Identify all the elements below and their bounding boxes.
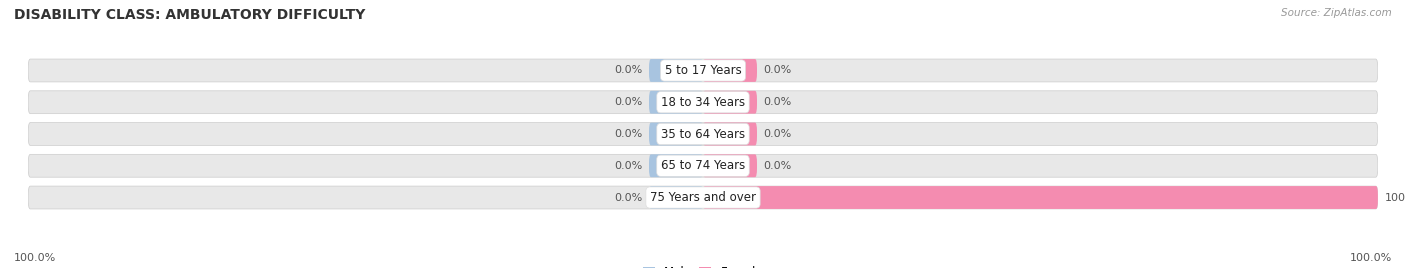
FancyBboxPatch shape [703, 122, 756, 146]
Text: 100.0%: 100.0% [14, 253, 56, 263]
FancyBboxPatch shape [703, 186, 1378, 209]
Text: 0.0%: 0.0% [614, 97, 643, 107]
Text: 0.0%: 0.0% [614, 161, 643, 171]
FancyBboxPatch shape [703, 59, 756, 82]
Text: 0.0%: 0.0% [614, 192, 643, 203]
Text: 75 Years and over: 75 Years and over [650, 191, 756, 204]
FancyBboxPatch shape [28, 186, 1378, 209]
FancyBboxPatch shape [650, 186, 703, 209]
FancyBboxPatch shape [703, 154, 756, 177]
Text: 0.0%: 0.0% [763, 65, 792, 76]
FancyBboxPatch shape [28, 59, 1378, 82]
FancyBboxPatch shape [28, 91, 1378, 114]
FancyBboxPatch shape [703, 91, 756, 114]
FancyBboxPatch shape [28, 154, 1378, 177]
Text: 100.0%: 100.0% [1385, 192, 1406, 203]
Text: 0.0%: 0.0% [763, 161, 792, 171]
Text: 0.0%: 0.0% [614, 129, 643, 139]
Text: 35 to 64 Years: 35 to 64 Years [661, 128, 745, 140]
Text: 100.0%: 100.0% [1350, 253, 1392, 263]
Text: 0.0%: 0.0% [763, 129, 792, 139]
FancyBboxPatch shape [650, 91, 703, 114]
Text: 0.0%: 0.0% [763, 97, 792, 107]
Text: 18 to 34 Years: 18 to 34 Years [661, 96, 745, 109]
FancyBboxPatch shape [28, 122, 1378, 146]
FancyBboxPatch shape [650, 122, 703, 146]
Text: 0.0%: 0.0% [614, 65, 643, 76]
Text: 65 to 74 Years: 65 to 74 Years [661, 159, 745, 172]
Text: DISABILITY CLASS: AMBULATORY DIFFICULTY: DISABILITY CLASS: AMBULATORY DIFFICULTY [14, 8, 366, 22]
Text: 5 to 17 Years: 5 to 17 Years [665, 64, 741, 77]
FancyBboxPatch shape [650, 154, 703, 177]
Text: Source: ZipAtlas.com: Source: ZipAtlas.com [1281, 8, 1392, 18]
FancyBboxPatch shape [650, 59, 703, 82]
Legend: Male, Female: Male, Female [643, 266, 763, 268]
